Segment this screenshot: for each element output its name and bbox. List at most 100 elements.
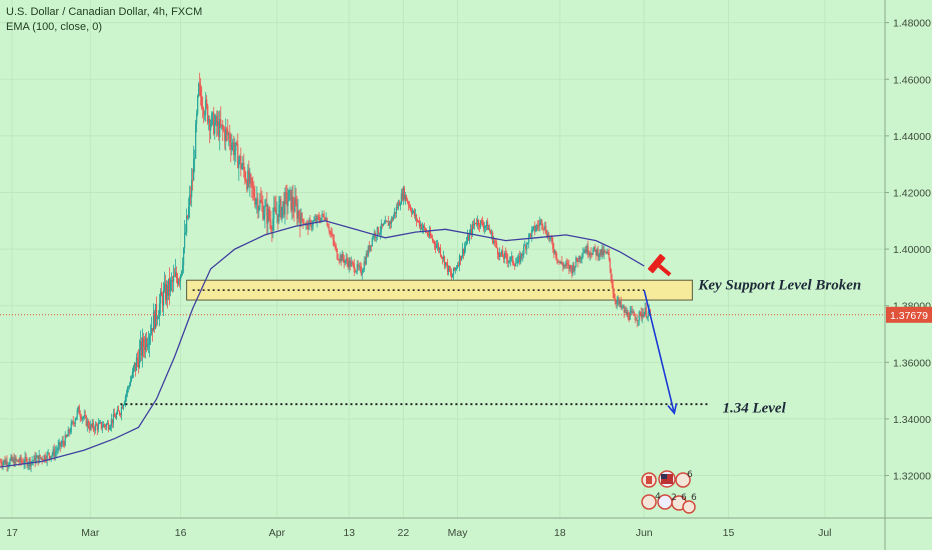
candle-body	[359, 266, 361, 267]
candle-body	[69, 431, 71, 433]
candle-body	[87, 420, 89, 427]
candle-body	[366, 253, 368, 256]
candle-body	[347, 262, 349, 268]
candle-body	[131, 371, 134, 378]
candle-body	[477, 220, 479, 225]
candle-body	[563, 265, 565, 267]
candle-body	[335, 246, 337, 249]
arrow-head	[667, 403, 678, 416]
candle-body	[269, 218, 271, 221]
candle-body	[600, 249, 602, 256]
candle-body	[361, 272, 363, 275]
candle-body	[242, 162, 244, 167]
candle-body	[173, 275, 176, 277]
candle-body	[208, 118, 210, 123]
candle-body	[284, 192, 286, 215]
candle-body	[193, 159, 195, 181]
candle-body	[83, 415, 85, 418]
candle-body	[207, 105, 209, 123]
candle-body	[476, 223, 478, 225]
candle-body	[387, 221, 389, 226]
candle-body	[177, 278, 179, 284]
candle-body	[323, 215, 325, 219]
candle-body	[626, 312, 628, 315]
candle-body	[454, 268, 457, 270]
x-tick-label: 16	[175, 527, 187, 539]
candle-body	[496, 242, 498, 248]
candle-body	[507, 258, 509, 263]
candle-body	[555, 250, 557, 258]
candle-body	[33, 456, 35, 461]
candle-body	[344, 260, 346, 263]
candle-body	[353, 263, 355, 272]
candle-body	[318, 216, 320, 221]
candle-body	[22, 461, 24, 464]
candle-body	[389, 221, 391, 224]
candle-body	[219, 119, 221, 138]
candle-body	[309, 220, 311, 222]
candle-body	[416, 220, 419, 222]
candle-body	[640, 312, 642, 318]
candle-body	[585, 249, 587, 253]
candle-body	[473, 224, 475, 226]
candle-body	[428, 231, 431, 236]
candle-body	[96, 425, 98, 430]
candle-body	[271, 228, 273, 231]
candles-layer	[0, 72, 651, 473]
candle-body	[459, 255, 462, 261]
candle-body	[26, 458, 28, 467]
candle-body	[336, 248, 338, 259]
candle-body	[79, 414, 81, 417]
candle-body	[396, 207, 398, 209]
candle-body	[119, 414, 122, 415]
candle-body	[107, 423, 109, 430]
candle-body	[11, 456, 13, 461]
candle-body	[536, 225, 538, 229]
candle-body	[511, 256, 513, 258]
candle-body	[623, 306, 625, 313]
candle-body	[153, 312, 156, 329]
candle-body	[205, 99, 207, 115]
candle-body	[442, 256, 445, 259]
y-tick-label: 1.36000	[893, 357, 931, 369]
candle-body	[498, 254, 500, 258]
candle-body	[418, 220, 421, 227]
candle-body	[216, 116, 218, 127]
candle-body	[524, 245, 526, 247]
annotation-layer: Key Support Level Broken 1.34 Level	[0, 254, 885, 417]
candle-body	[161, 296, 164, 306]
candle-body	[429, 231, 432, 237]
candle-body	[227, 129, 229, 135]
candle-body	[0, 461, 1, 463]
candle-body	[386, 221, 388, 222]
candle-body	[621, 306, 623, 308]
candle-body	[261, 201, 263, 204]
candle-body	[517, 259, 519, 263]
candle-body	[630, 310, 632, 312]
candle-body	[535, 228, 537, 232]
candle-body	[574, 266, 576, 271]
candle-body	[534, 225, 536, 232]
candle-body	[525, 245, 527, 250]
candle-body	[130, 377, 133, 381]
candle-body	[89, 424, 91, 430]
candle-body	[446, 262, 449, 272]
candle-body	[103, 424, 105, 426]
candle-body	[470, 228, 473, 234]
candle-body	[372, 237, 374, 239]
candle-body	[338, 259, 340, 261]
candle-body	[558, 261, 560, 263]
candle-body	[448, 266, 451, 272]
candle-body	[518, 256, 520, 260]
candle-body	[593, 246, 595, 251]
candle-body	[641, 313, 643, 318]
candle-body	[240, 156, 242, 169]
candle-body	[233, 142, 235, 156]
candle-body	[560, 261, 562, 264]
candle-body	[180, 275, 182, 281]
candle-body	[221, 124, 223, 126]
candle-body	[172, 275, 175, 282]
candle-body	[51, 454, 53, 456]
candle-body	[540, 219, 542, 223]
